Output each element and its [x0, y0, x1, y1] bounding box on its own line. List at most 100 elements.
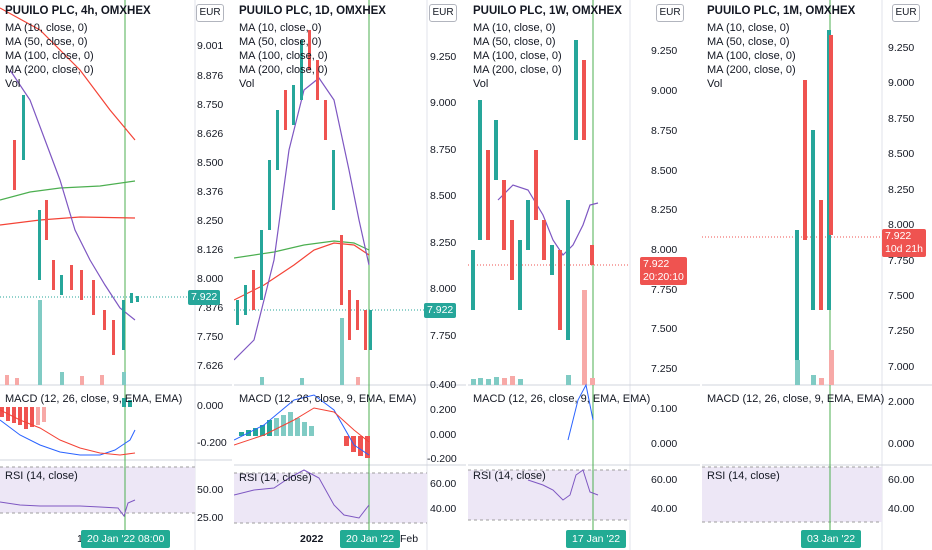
chart-canvas[interactable]	[0, 0, 232, 550]
price-tick: 8.500	[197, 157, 224, 169]
macd-label: MACD (12, 26, close, 9, EMA, EMA)	[239, 393, 417, 405]
chart-panel-1d[interactable]: PUUILO PLC, 1D, OMXHEX MA (10, close, 0)…	[234, 0, 466, 550]
price-tick: 8.750	[651, 125, 678, 137]
rsi-tick: 25.00	[197, 512, 224, 524]
rsi-tick: 40.00	[888, 503, 915, 515]
macd-label: MACD (12, 26, close, 9, EMA, EMA)	[5, 393, 183, 405]
macd-label: MACD (12, 26, close, 9, EMA, EMA)	[707, 393, 885, 405]
price-tick: 7.500	[888, 290, 915, 302]
volume-bars	[260, 318, 360, 385]
rsi-tick: 40.00	[651, 503, 678, 515]
price-tick: 8.750	[197, 99, 224, 111]
price-tick: 7.500	[651, 323, 678, 335]
volume-bars	[471, 290, 595, 385]
price-tick: 7.250	[888, 325, 915, 337]
price-tick: 8.000	[430, 283, 457, 295]
candles	[236, 30, 372, 350]
time-tick: Feb	[400, 533, 419, 545]
rsi-label: RSI (14, close)	[239, 472, 312, 484]
price-tick: 7.750	[430, 330, 457, 342]
rsi-tick: 60.00	[888, 474, 915, 486]
macd-tick: 2.000	[888, 396, 915, 408]
chart-title: PUUILO PLC, 1M, OMXHEX	[707, 5, 856, 17]
rsi-tick: 50.00	[197, 484, 224, 496]
price-tick: 8.250	[197, 215, 224, 227]
last-price-tag: 7.922	[188, 290, 221, 305]
price-tick: 9.001	[197, 40, 224, 52]
price-tick: 7.750	[651, 284, 678, 296]
volume-bars	[5, 300, 126, 385]
price-tick: 8.876	[197, 70, 224, 82]
price-tick: 9.250	[651, 45, 678, 57]
macd-tick: 0.000	[197, 400, 224, 412]
time-tick: 2022	[300, 533, 324, 545]
price-tick: 7.250	[651, 363, 678, 375]
crosshair-time-tag: 03 Jan '22	[801, 530, 862, 548]
price-tick: 7.626	[197, 360, 224, 372]
price-tick: 9.000	[651, 85, 678, 97]
time-tick: 1	[77, 533, 83, 545]
price-tick: 7.750	[888, 255, 915, 267]
price-tick: 8.000	[651, 244, 678, 256]
indicator-legend: MA (10, close, 0) MA (50, close, 0) MA (…	[5, 22, 94, 90]
chart-panel-4h[interactable]: PUUILO PLC, 4h, OMXHEX MA (10, close, 0)…	[0, 0, 232, 550]
rsi-tick: 40.00	[430, 503, 457, 515]
macd-tick: 0.000	[888, 438, 915, 450]
chart-panel-1w[interactable]: PUUILO PLC, 1W, OMXHEX MA (10, close, 0)…	[468, 0, 700, 550]
price-tick: 8.750	[430, 144, 457, 156]
indicator-legend: MA (10, close, 0) MA (50, close, 0) MA (…	[473, 22, 562, 90]
candles	[471, 40, 594, 340]
candles	[795, 30, 833, 360]
price-tick: 8.250	[430, 237, 457, 249]
price-tick: 7.750	[197, 331, 224, 343]
price-tick: 8.500	[651, 165, 678, 177]
crosshair-time-tag: 20 Jan '22 08:00	[81, 530, 171, 548]
price-tick: 8.126	[197, 244, 224, 256]
macd-tick: -0.200	[197, 437, 227, 449]
indicator-legend: MA (10, close, 0) MA (50, close, 0) MA (…	[707, 22, 796, 90]
price-tick: 9.250	[430, 51, 457, 63]
macd-tick: 0.200	[430, 404, 457, 416]
last-price-tag: 7.922	[424, 303, 457, 318]
rsi-label: RSI (14, close)	[5, 470, 78, 482]
crosshair-time-tag: 17 Jan '22	[566, 530, 627, 548]
price-tick: 8.000	[888, 219, 915, 231]
rsi-label: RSI (14, close)	[473, 470, 546, 482]
macd-tick: 0.000	[651, 438, 678, 450]
currency-button[interactable]: EUR	[429, 4, 457, 22]
price-tick: 8.250	[888, 184, 915, 196]
price-tick: 9.000	[888, 77, 915, 89]
macd-tick: 0.400	[430, 379, 457, 391]
currency-button[interactable]: EUR	[656, 4, 684, 22]
crosshair-time-tag: 20 Jan '22	[340, 530, 401, 548]
price-tick: 9.000	[430, 97, 457, 109]
candles	[13, 95, 139, 355]
macd-tick: 0.000	[430, 429, 457, 441]
rsi-tick: 60.00	[430, 478, 457, 490]
price-tick: 8.500	[430, 190, 457, 202]
price-tick: 7.876	[197, 302, 224, 314]
chart-panel-1m[interactable]: PUUILO PLC, 1M, OMXHEX MA (10, close, 0)…	[702, 0, 932, 550]
currency-button[interactable]: EUR	[196, 4, 224, 22]
chart-title: PUUILO PLC, 1W, OMXHEX	[473, 5, 622, 17]
rsi-tick: 60.00	[651, 474, 678, 486]
price-tick: 8.376	[197, 186, 224, 198]
price-tick: 8.500	[888, 148, 915, 160]
currency-button[interactable]: EUR	[892, 4, 920, 22]
chart-title: PUUILO PLC, 1D, OMXHEX	[239, 5, 386, 17]
macd-label: MACD (12, 26, close, 9, EMA, EMA)	[473, 393, 651, 405]
last-price-tag: 7.922 20:20:10	[640, 257, 687, 285]
price-tick: 8.750	[888, 113, 915, 125]
chart-canvas[interactable]	[234, 0, 466, 550]
last-price-tag: 7.922 10d 21h	[882, 229, 926, 257]
chart-title: PUUILO PLC, 4h, OMXHEX	[5, 5, 151, 17]
indicator-legend: MA (10, close, 0) MA (50, close, 0) MA (…	[239, 22, 328, 90]
macd-tick: 0.100	[651, 403, 678, 415]
price-tick: 9.250	[888, 42, 915, 54]
chart-canvas[interactable]	[468, 0, 700, 550]
rsi-label: RSI (14, close)	[707, 470, 780, 482]
macd-histogram	[239, 412, 370, 458]
price-tick: 8.250	[651, 204, 678, 216]
chart-canvas[interactable]	[702, 0, 932, 550]
price-tick: 7.000	[888, 361, 915, 373]
